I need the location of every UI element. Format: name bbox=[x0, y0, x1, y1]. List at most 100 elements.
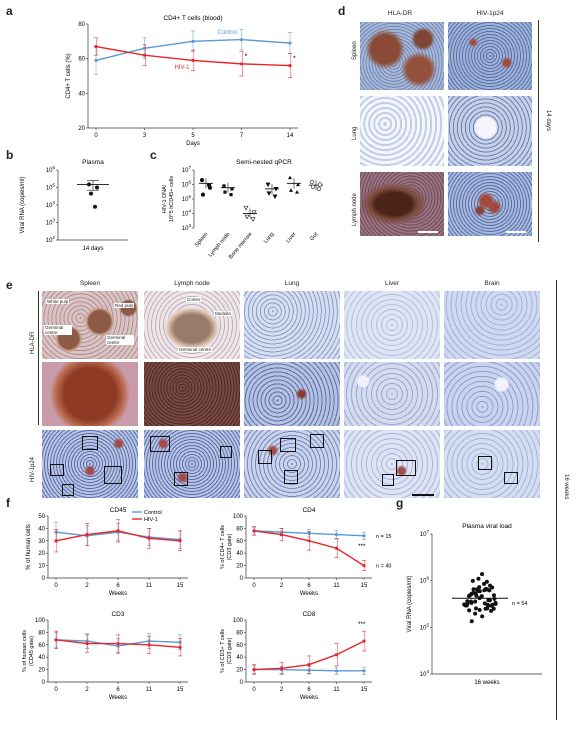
e-node-p24-box-1 bbox=[150, 436, 170, 452]
a-star-2: * bbox=[293, 55, 296, 62]
f3-ytick-label-4: 80 bbox=[38, 630, 45, 636]
e-spleen-hla-dr-high-image bbox=[42, 362, 138, 426]
f2-ylabel-2: (CD3 gate) bbox=[227, 533, 233, 560]
f1-xlabel: Weeks bbox=[109, 591, 127, 597]
f4-title: CD8 bbox=[302, 611, 315, 618]
chart-f-cd45: 0 10 20 30 40 50 0 2 6 11 15 CD45 Weeks % of human ce… bbox=[26, 507, 188, 597]
f3-xtick-label-3: 11 bbox=[146, 687, 153, 693]
a-xtick-label-3: 7 bbox=[240, 133, 244, 139]
f3-xtick-label-1: 2 bbox=[85, 687, 89, 693]
c-ytick-label-2: 105 bbox=[182, 194, 192, 203]
chart-f-cd3: 0 20 40 60 80 100 0 2 6 11 15 CD3 Weeks % of human ce… bbox=[22, 611, 188, 701]
f2-xtick-label-3: 11 bbox=[333, 583, 340, 589]
e-col-header-lung: Lung bbox=[284, 280, 300, 287]
e-col-header-liver: Liver bbox=[384, 280, 400, 287]
g-point-28 bbox=[469, 619, 474, 624]
c-point-3-3 bbox=[272, 194, 278, 200]
c-point-0-3 bbox=[206, 183, 212, 188]
f1-point-1-3 bbox=[147, 536, 151, 540]
g-n-label: n = 54 bbox=[512, 601, 527, 607]
a-point-1-2 bbox=[191, 58, 195, 63]
e-node-p24-box-2 bbox=[220, 446, 232, 458]
g-point-29 bbox=[470, 578, 475, 583]
f2-ytick-label-5: 100 bbox=[233, 514, 244, 520]
f2-stars: *** bbox=[358, 543, 366, 550]
d-bracket-line bbox=[538, 20, 539, 242]
f4-point-0-2 bbox=[307, 668, 311, 672]
g-point-23 bbox=[493, 601, 498, 606]
g-xlabel: 16 weeks bbox=[474, 680, 499, 686]
e-lung-hla-dr-low-image bbox=[244, 291, 340, 359]
g-point-51 bbox=[474, 593, 479, 598]
f4-ylabel-2: (CD3 gate) bbox=[227, 637, 233, 664]
b-point-3 bbox=[93, 204, 97, 209]
g-point-52 bbox=[485, 602, 490, 607]
b-point-0 bbox=[87, 182, 91, 187]
a-point-1-1 bbox=[142, 53, 147, 57]
e-node-label-gc: Germinal centre bbox=[178, 347, 213, 352]
a-title: CD4+ T cells (blood) bbox=[163, 15, 222, 22]
g-point-34 bbox=[485, 606, 490, 611]
d-spleen-p24-image bbox=[448, 22, 532, 90]
f4-xtick-label-1: 2 bbox=[280, 687, 284, 693]
panel-letter-e: e bbox=[6, 278, 13, 292]
g-point-41 bbox=[482, 581, 487, 586]
e-spleen-p24-box-4 bbox=[62, 484, 74, 496]
g-ytick-label-2: 106 bbox=[420, 576, 430, 585]
f4-xtick-label-2: 6 bbox=[307, 687, 311, 693]
b-xlabel: 14 days bbox=[82, 246, 103, 252]
f4-ytick-label-0: 0 bbox=[240, 680, 244, 686]
f4-ytick-label-5: 100 bbox=[233, 618, 244, 624]
f2-xlabel: Weeks bbox=[300, 591, 318, 597]
c-point-2-0 bbox=[243, 205, 249, 211]
f4-ytick-label-1: 20 bbox=[236, 668, 243, 674]
f4-ytick-label-3: 60 bbox=[236, 643, 243, 649]
f4-point-1-3 bbox=[334, 653, 339, 657]
a-xtick-label-1: 3 bbox=[143, 133, 147, 139]
e-liver-hla-dr-low-image bbox=[344, 291, 440, 359]
g-point-35 bbox=[491, 593, 496, 598]
c-xtick-label-0: Spleen bbox=[194, 231, 210, 248]
g-ytick-label-0: 104 bbox=[420, 669, 430, 678]
g-point-50 bbox=[463, 603, 468, 608]
e-lung-p24-box-3 bbox=[310, 434, 324, 448]
c-ylabel-1: HIV-1 DNA/ bbox=[162, 184, 168, 213]
c-point-3-0 bbox=[265, 182, 271, 188]
f2-point-0-2 bbox=[307, 531, 311, 535]
e-spleen-label-red-pulp: Red pulp bbox=[114, 303, 135, 308]
a-point-0-1 bbox=[142, 46, 147, 50]
c-point-4-2 bbox=[289, 188, 293, 192]
f2-ytick-label-3: 60 bbox=[236, 539, 243, 545]
f3-ylabel-1: % of human cells bbox=[22, 630, 28, 672]
a-point-0-2 bbox=[191, 39, 195, 43]
c-point-1-1 bbox=[230, 187, 234, 191]
f2-ytick-label-1: 20 bbox=[236, 564, 243, 570]
f3-xlabel: Weeks bbox=[109, 695, 127, 701]
f2-ytick-label-4: 80 bbox=[236, 526, 243, 532]
c-point-2-3 bbox=[250, 217, 256, 222]
e-brain-p24-image bbox=[444, 430, 540, 498]
f1-point-1-1 bbox=[85, 533, 89, 537]
e-lung-p24-box-2 bbox=[280, 438, 296, 452]
chart-c-qpcr: 103 104 105 106 107 Semi-nested qPCR HIV-1 DNA… bbox=[162, 159, 323, 260]
chart-a-cd4-blood: 20 40 60 80 0 3 5 7 14 CD4+ T cells (blood) Days CD… bbox=[66, 15, 298, 147]
e-row-label-hla-dr: HLA-DR bbox=[30, 331, 36, 354]
f4-stars: *** bbox=[358, 621, 366, 628]
a-point-1-0 bbox=[94, 44, 98, 49]
b-ytick-label-0: 102 bbox=[46, 235, 56, 244]
f3-point-0-3 bbox=[147, 639, 151, 643]
f3-point-1-2 bbox=[116, 641, 120, 646]
e-spleen-p24-box-1 bbox=[82, 436, 98, 450]
f4-point-1-0 bbox=[252, 668, 256, 672]
g-title: Plasma viral load bbox=[462, 523, 512, 530]
g-point-38 bbox=[480, 614, 485, 619]
a-legend-hiv: HIV-1 bbox=[175, 65, 191, 71]
f1-ytick-label-1: 10 bbox=[38, 564, 45, 570]
f3-title: CD3 bbox=[111, 611, 124, 618]
d-lung-hla-dr-image bbox=[360, 96, 444, 166]
c-point-0-0 bbox=[199, 178, 205, 183]
e-brain-hla-dr-high-image bbox=[444, 362, 540, 426]
g-point-20 bbox=[473, 606, 478, 611]
e-lymph-node-hla-dr-high-image bbox=[144, 362, 240, 426]
e-liver-p24-box-1 bbox=[396, 460, 416, 476]
